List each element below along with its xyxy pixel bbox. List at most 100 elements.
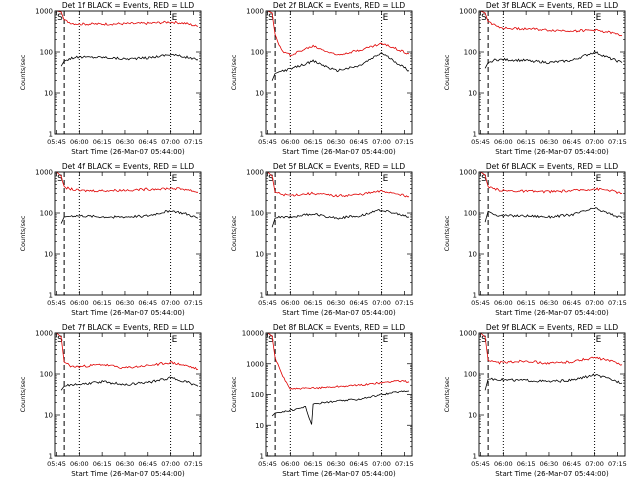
- x-axis-label: Start Time (26-Mar-07 05:44:00): [71, 470, 185, 478]
- x-tick-label: 06:45: [349, 299, 368, 307]
- panel-title: Det 8f BLACK = Events, RED = LLD: [273, 323, 406, 332]
- x-tick-label: 06:00: [70, 460, 89, 468]
- y-tick-label: 10: [468, 251, 477, 259]
- y-tick-label: 10: [44, 90, 53, 98]
- x-tick-label: 06:30: [116, 460, 135, 468]
- x-tick-label: 06:30: [540, 299, 559, 307]
- x-tick-label: 06:45: [138, 460, 157, 468]
- x-tick-label: 06:45: [349, 460, 368, 468]
- y-tick-label: 1000: [246, 360, 264, 368]
- panel-title: Det 1f BLACK = Events, RED = LLD: [62, 1, 195, 10]
- y-tick-label: 1000: [35, 330, 53, 338]
- events-series-line: [60, 53, 199, 67]
- lld-series-line: [56, 332, 199, 371]
- y-tick-label: 100: [40, 371, 53, 379]
- x-tick-label: 07:15: [395, 138, 414, 146]
- x-tick-label: 07:00: [161, 138, 180, 146]
- x-axis-label: Start Time (26-Mar-07 05:44:00): [282, 148, 396, 156]
- x-tick-label: 07:00: [161, 299, 180, 307]
- x-tick-label: 06:45: [562, 299, 581, 307]
- y-tick-label: 1: [260, 453, 264, 461]
- panel-title: Det 6f BLACK = Events, RED = LLD: [486, 162, 619, 171]
- x-tick-label: 06:00: [494, 138, 513, 146]
- x-tick-label: 06:00: [281, 460, 300, 468]
- y-tick-label: 100: [464, 210, 477, 218]
- y-axis-label: Counts/sec: [443, 376, 451, 412]
- events-series-line: [271, 390, 410, 425]
- x-tick-label: 06:30: [540, 138, 559, 146]
- x-tick-label: 06:00: [70, 299, 89, 307]
- lld-series-line: [267, 171, 410, 198]
- x-tick-label: 06:45: [349, 138, 368, 146]
- y-tick-label: 1: [473, 131, 477, 139]
- panel-2: Det 2f BLACK = Events, RED = LLD Counts/s…: [230, 1, 414, 156]
- x-tick-label: 07:15: [184, 138, 203, 146]
- x-tick-label: 07:00: [372, 138, 391, 146]
- x-tick-label: 06:15: [93, 460, 112, 468]
- events-series-line: [484, 207, 623, 223]
- start-marker-label: S: [57, 174, 63, 184]
- y-axis-label: Counts/sec: [19, 376, 27, 412]
- x-tick-label: 05:45: [47, 299, 66, 307]
- plot-frame: [54, 10, 202, 135]
- x-tick-label: 05:45: [471, 460, 490, 468]
- start-marker-label: S: [481, 13, 487, 23]
- events-series-line: [484, 373, 623, 391]
- y-tick-label: 1000: [459, 330, 477, 338]
- x-tick-label: 05:45: [258, 460, 277, 468]
- lld-series-line: [56, 171, 198, 193]
- lld-series-line: [480, 10, 623, 37]
- x-tick-label: 06:45: [562, 138, 581, 146]
- panel-title: Det 2f BLACK = Events, RED = LLD: [273, 1, 406, 10]
- start-marker-label: S: [481, 174, 487, 184]
- y-tick-label: 10: [255, 251, 264, 259]
- end-marker-label: E: [596, 174, 602, 184]
- end-marker-label: E: [383, 174, 389, 184]
- y-tick-label: 10: [468, 412, 477, 420]
- start-marker-label: S: [57, 335, 63, 345]
- x-tick-label: 07:15: [608, 138, 627, 146]
- x-axis-label: Start Time (26-Mar-07 05:44:00): [495, 309, 609, 317]
- x-tick-label: 07:15: [184, 299, 203, 307]
- plot-frame: [54, 332, 202, 457]
- x-tick-label: 07:15: [184, 460, 203, 468]
- y-tick-label: 10: [44, 412, 53, 420]
- y-tick-label: 1: [473, 292, 477, 300]
- start-marker-label: S: [481, 335, 487, 345]
- y-axis-label: Counts/sec: [230, 215, 238, 251]
- y-axis-label: Counts/sec: [443, 215, 451, 251]
- x-tick-label: 05:45: [47, 138, 66, 146]
- panel-1: Det 1f BLACK = Events, RED = LLD Counts/s…: [19, 1, 203, 156]
- end-marker-label: E: [383, 13, 389, 23]
- x-axis-label: Start Time (26-Mar-07 05:44:00): [282, 309, 396, 317]
- lld-series-line: [267, 332, 410, 390]
- panel-5: Det 5f BLACK = Events, RED = LLD Counts/s…: [230, 162, 414, 317]
- x-tick-label: 06:15: [517, 460, 536, 468]
- x-axis-label: Start Time (26-Mar-07 05:44:00): [495, 470, 609, 478]
- x-tick-label: 06:45: [562, 460, 581, 468]
- y-axis-label: Counts/sec: [443, 54, 451, 90]
- panel-title: Det 4f BLACK = Events, RED = LLD: [62, 162, 195, 171]
- x-tick-label: 06:30: [540, 460, 559, 468]
- y-tick-label: 10: [468, 90, 477, 98]
- y-tick-label: 1000: [35, 169, 53, 177]
- x-tick-label: 06:30: [116, 138, 135, 146]
- events-series-line: [484, 50, 623, 69]
- lld-series-line: [56, 10, 199, 27]
- plot-frame: [265, 10, 413, 135]
- y-tick-label: 1000: [459, 8, 477, 16]
- y-tick-label: 100: [40, 210, 53, 218]
- end-marker-label: E: [172, 174, 178, 184]
- y-tick-label: 1: [49, 292, 53, 300]
- panel-9: Det 9f BLACK = Events, RED = LLD Counts/s…: [443, 323, 627, 478]
- y-tick-label: 10: [255, 422, 264, 430]
- x-tick-label: 06:00: [494, 460, 513, 468]
- x-tick-label: 05:45: [47, 460, 66, 468]
- lld-series-line: [267, 10, 410, 57]
- y-tick-label: 10000: [242, 330, 264, 338]
- panel-title: Det 7f BLACK = Events, RED = LLD: [62, 323, 195, 332]
- end-marker-label: E: [172, 13, 178, 23]
- start-marker-label: S: [268, 174, 274, 184]
- y-tick-label: 1000: [246, 169, 264, 177]
